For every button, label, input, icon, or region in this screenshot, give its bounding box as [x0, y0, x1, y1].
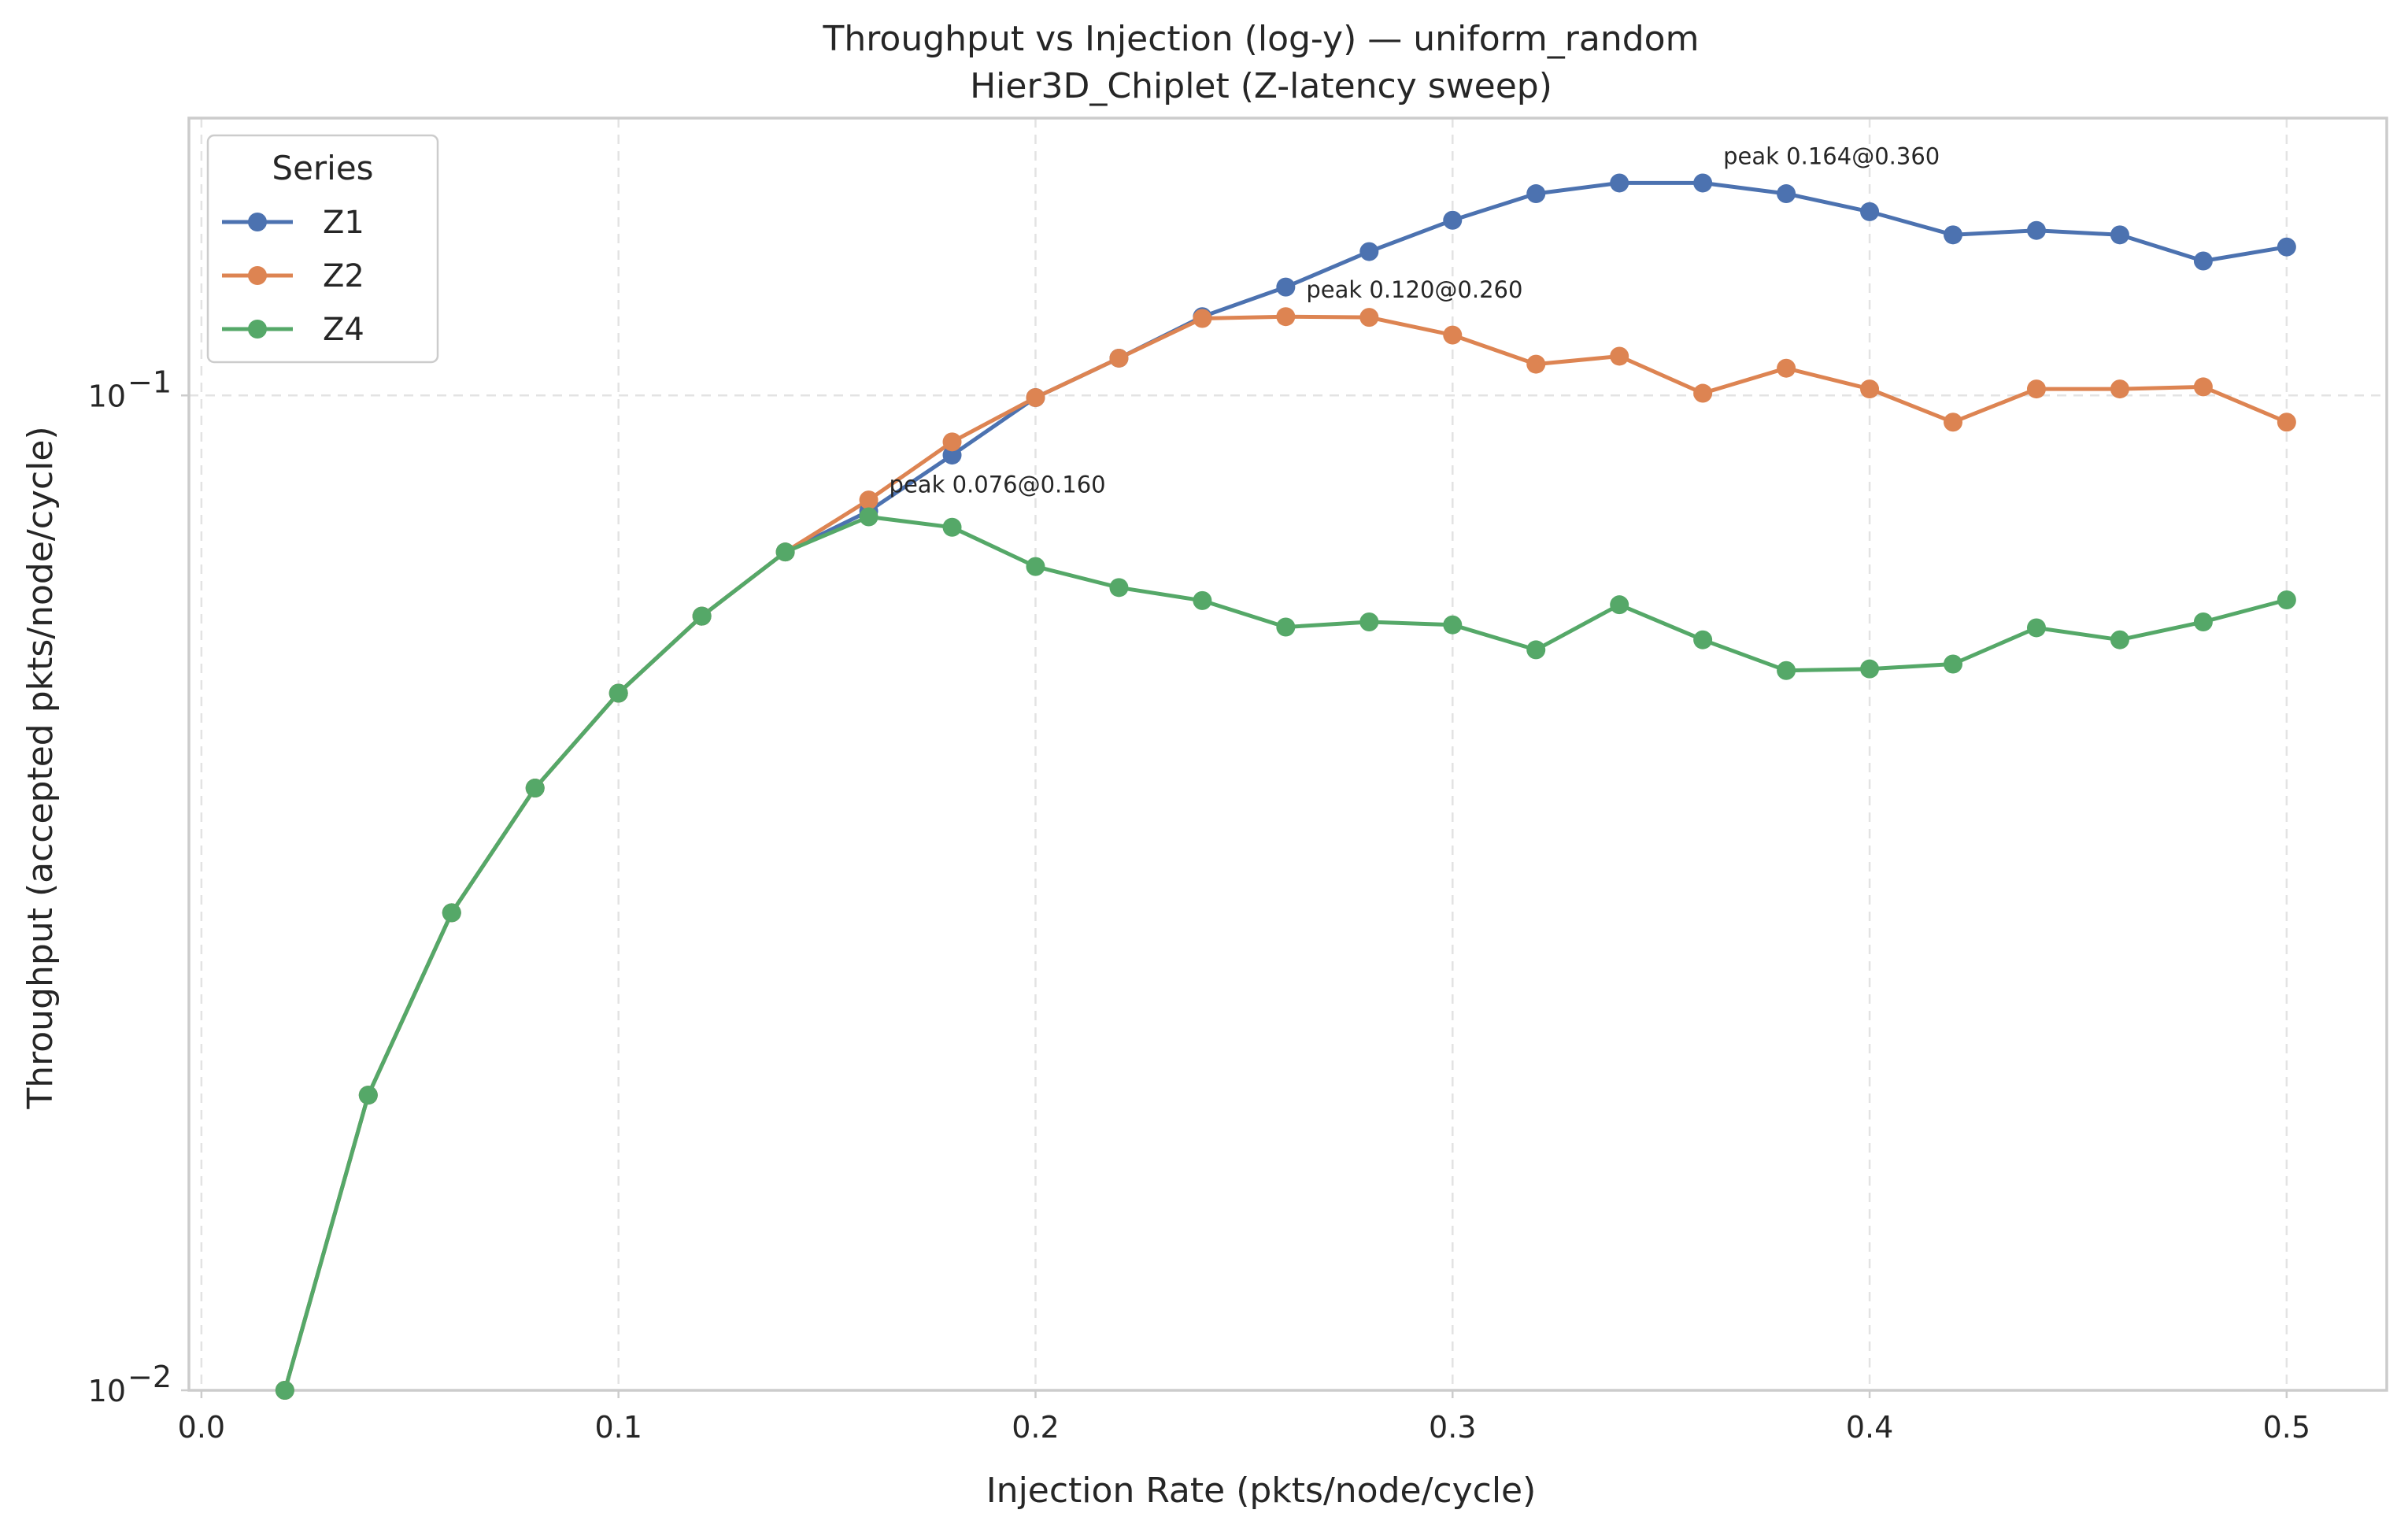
data-point	[1944, 654, 1963, 674]
legend-item-z2: Z2	[222, 258, 364, 294]
data-point	[1610, 595, 1629, 615]
data-point	[1276, 307, 1296, 327]
data-point	[1193, 590, 1212, 610]
data-point	[1526, 640, 1546, 660]
legend-marker-swatch	[248, 320, 267, 339]
legend-items: Z1 Z2 Z4	[222, 205, 364, 348]
legend-marker-swatch	[248, 213, 267, 231]
x-tick-label: 0.2	[1012, 1410, 1059, 1445]
legend: Series Z1 Z2 Z4	[206, 134, 439, 364]
y-tick-label-exponent: −2	[128, 1360, 172, 1394]
data-point	[1777, 184, 1796, 204]
data-point	[525, 779, 545, 798]
series-markers-z4	[275, 507, 2296, 1400]
data-point	[2193, 251, 2213, 271]
data-point	[1526, 354, 1546, 374]
data-point	[942, 446, 962, 465]
data-point	[1526, 184, 1546, 204]
x-axis-ticks: 0.0 0.1 0.2 0.3 0.4 0.5	[178, 1390, 2310, 1445]
x-tick-label: 0.1	[594, 1410, 642, 1445]
legend-marker-swatch	[248, 266, 267, 285]
data-point	[692, 606, 712, 626]
data-point	[1109, 578, 1129, 598]
x-tick-label: 0.0	[178, 1410, 225, 1445]
data-point	[275, 1381, 294, 1400]
data-point	[1777, 358, 1796, 378]
data-point	[1443, 210, 1463, 230]
data-point	[358, 1086, 378, 1105]
plot-area-frame	[187, 117, 2388, 1392]
data-point	[2277, 237, 2296, 257]
data-point	[2193, 612, 2213, 631]
series-markers	[275, 173, 2296, 1400]
data-point	[2277, 590, 2296, 609]
data-point	[1777, 661, 1796, 680]
data-point	[2277, 413, 2296, 432]
y-tick-label-exponent: −1	[128, 364, 172, 399]
data-point	[1276, 617, 1296, 637]
legend-label: Z1	[323, 205, 364, 241]
data-point	[2026, 379, 2046, 399]
data-point	[1026, 388, 1045, 408]
peak-annotations: peak 0.164@0.360 peak 0.120@0.260 peak 0.0…	[890, 142, 1940, 498]
data-point	[942, 432, 962, 452]
x-axis-label: Injection Rate (pkts/node/cycle)	[986, 1471, 1537, 1511]
data-point	[1359, 242, 1379, 261]
data-point	[2026, 618, 2046, 638]
data-point	[1026, 557, 1045, 576]
legend-title: Series	[272, 149, 373, 187]
data-point	[1109, 348, 1129, 368]
data-point	[1944, 413, 1963, 432]
y-axis-ticks: 10−210−1	[88, 364, 189, 1408]
data-point	[2110, 630, 2129, 649]
y-tick-label: 10	[88, 1374, 126, 1408]
peak-annotation: peak 0.120@0.260	[1306, 276, 1522, 303]
data-point	[2026, 220, 2046, 240]
data-point	[1359, 612, 1379, 631]
peak-annotation: peak 0.076@0.160	[890, 471, 1106, 498]
data-point	[442, 903, 461, 923]
data-point	[1944, 225, 1963, 245]
data-point	[1693, 383, 1713, 403]
x-tick-label: 0.5	[2263, 1410, 2310, 1445]
data-point	[775, 542, 795, 562]
data-point	[1860, 659, 1880, 679]
data-point	[859, 507, 878, 527]
y-tick-label: 10	[88, 379, 126, 413]
data-point	[1860, 202, 1880, 221]
data-point	[608, 683, 628, 703]
grid-lines	[189, 118, 2387, 1392]
data-point	[2110, 225, 2129, 245]
chart-subtitle: Hier3D_Chiplet (Z-latency sweep)	[970, 66, 1552, 106]
data-point	[1860, 379, 1880, 399]
data-point	[1443, 325, 1463, 345]
data-point	[859, 490, 878, 510]
legend-item-z4: Z4	[222, 312, 364, 348]
data-point	[1443, 615, 1463, 635]
y-axis-label: Throughput (accepted pkts/node/cycle)	[20, 426, 61, 1109]
data-point	[942, 517, 962, 537]
data-point	[2110, 379, 2129, 399]
x-tick-label: 0.3	[1429, 1410, 1476, 1445]
peak-annotation: peak 0.164@0.360	[1723, 142, 1940, 169]
legend-label: Z2	[323, 258, 364, 294]
data-point	[1693, 630, 1713, 649]
data-point	[1276, 277, 1296, 297]
data-point	[2193, 377, 2213, 397]
x-tick-label: 0.4	[1846, 1410, 1893, 1445]
data-point	[1359, 308, 1379, 327]
legend-item-z1: Z1	[222, 205, 364, 241]
data-point	[1193, 309, 1212, 328]
data-point	[1610, 173, 1629, 193]
data-point	[1693, 173, 1713, 193]
chart-title: Throughput vs Injection (log-y) — unifor…	[823, 19, 1700, 59]
legend-box	[206, 134, 439, 364]
legend-label: Z4	[323, 312, 364, 348]
data-point	[1610, 346, 1629, 366]
